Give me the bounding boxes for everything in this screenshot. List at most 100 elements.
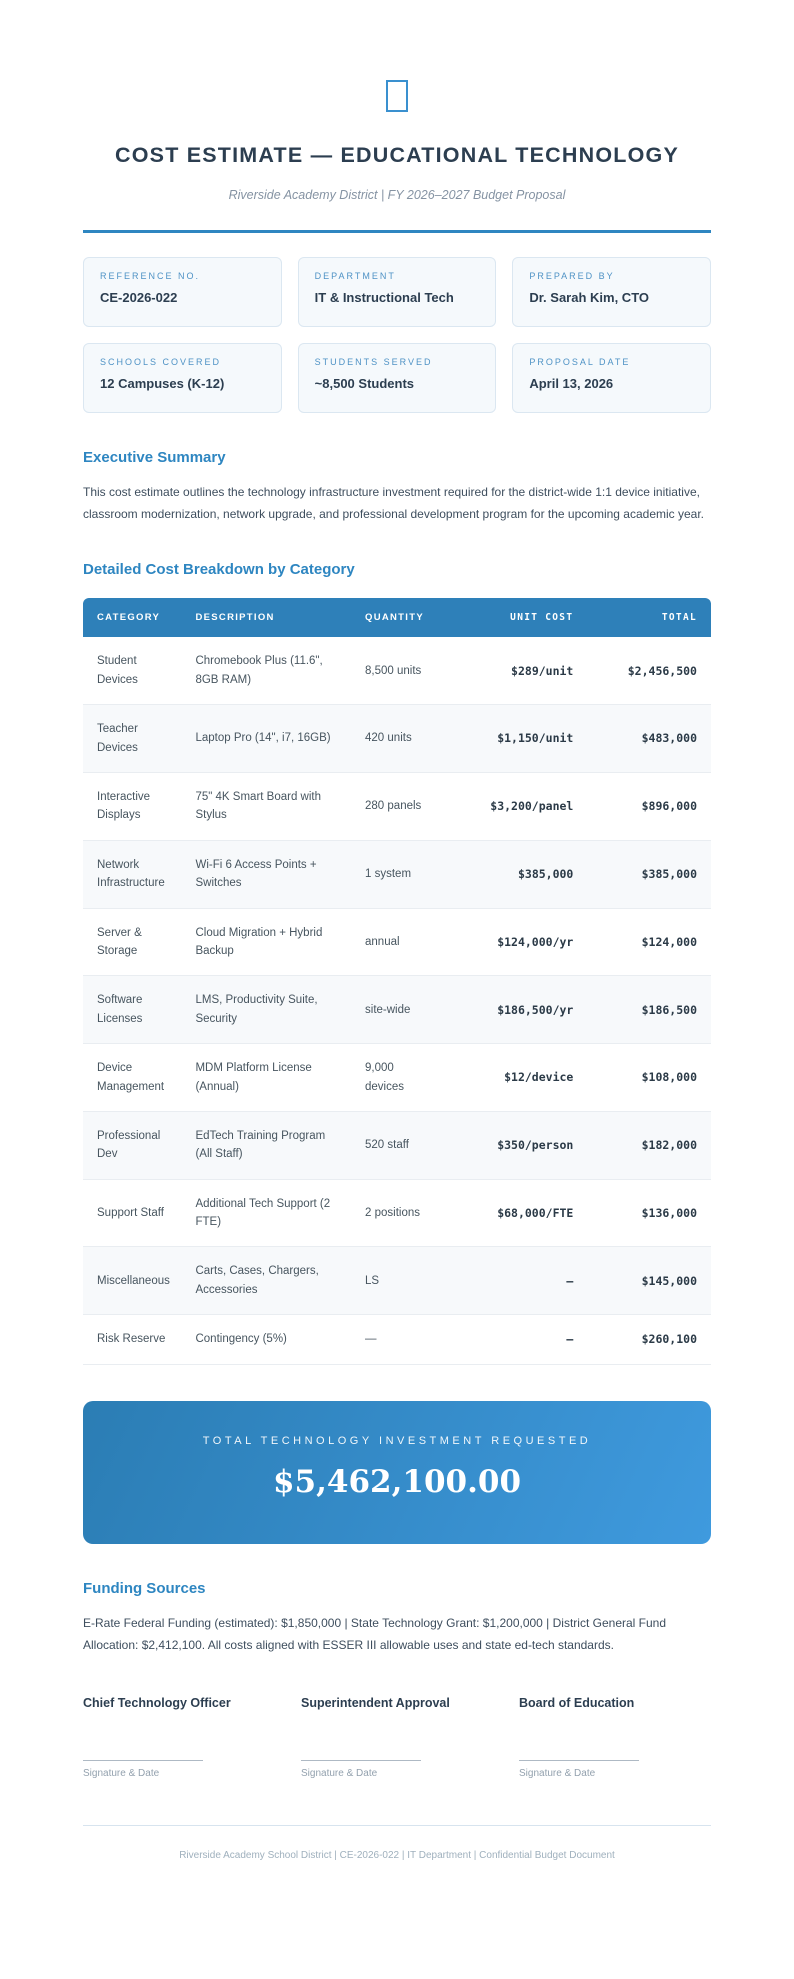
- info-card: REFERENCE NO. CE-2026-022: [83, 256, 282, 327]
- cost-breakdown-table: CATEGORY DESCRIPTION QUANTITY UNIT COST …: [83, 598, 711, 1365]
- row-total: $483,000: [585, 705, 711, 773]
- info-card-label: PROPOSAL DATE: [529, 356, 631, 367]
- document-footer: Riverside Academy School District | CE-2…: [83, 1825, 711, 1861]
- table-row: Miscellaneous Carts, Cases, Chargers, Ac…: [83, 1247, 711, 1316]
- info-card-value: IT & Instructional Tech: [314, 289, 454, 305]
- document-glyph-icon: [386, 80, 408, 112]
- row-category: Interactive Displays: [83, 773, 184, 841]
- row-category: Server & Storage: [83, 909, 184, 977]
- row-total: $136,000: [585, 1180, 711, 1248]
- info-card: SCHOOLS COVERED 12 Campuses (K-12): [83, 342, 282, 414]
- table-header: CATEGORY DESCRIPTION QUANTITY UNIT COST …: [83, 598, 711, 638]
- row-description: Additional Tech Support (2 FTE): [183, 1180, 354, 1248]
- column-header-unit-cost: UNIT COST: [440, 598, 586, 638]
- row-quantity: annual: [353, 909, 441, 977]
- table-row: Server & Storage Cloud Migration + Hybri…: [83, 909, 711, 977]
- row-unit-cost: $124,000/yr: [440, 909, 586, 977]
- row-total: $182,000: [585, 1111, 711, 1180]
- info-card-value: April 13, 2026: [529, 375, 614, 391]
- row-total: $2,456,500: [585, 637, 711, 706]
- signature-block: Superintendent Approval Signature & Date: [301, 1696, 493, 1779]
- row-total: $385,000: [585, 840, 711, 909]
- signature-line: [83, 1760, 203, 1761]
- table-row: Software Licenses LMS, Productivity Suit…: [83, 976, 711, 1045]
- info-card: PREPARED BY Dr. Sarah Kim, CTO: [512, 256, 711, 327]
- row-unit-cost: –: [440, 1315, 586, 1365]
- signature-line: [301, 1760, 421, 1761]
- table-row: Professional Dev EdTech Training Program…: [83, 1111, 711, 1180]
- info-card-label: REFERENCE NO.: [100, 270, 201, 281]
- row-category: Teacher Devices: [83, 705, 184, 773]
- table-row: Interactive Displays 75" 4K Smart Board …: [83, 773, 711, 841]
- row-description: 75" 4K Smart Board with Stylus: [183, 773, 354, 841]
- signature-caption: Signature & Date: [301, 1768, 378, 1779]
- info-card-value: ~8,500 Students: [314, 375, 415, 391]
- column-header-category: CATEGORY: [83, 598, 184, 638]
- info-card: STUDENTS SERVED ~8,500 Students: [297, 342, 497, 414]
- row-total: $124,000: [585, 909, 711, 977]
- column-header-description: DESCRIPTION: [183, 598, 354, 638]
- row-description: Carts, Cases, Chargers, Accessories: [183, 1247, 354, 1316]
- info-card: PROPOSAL DATE April 13, 2026: [512, 342, 711, 414]
- info-card-value: Dr. Sarah Kim, CTO: [529, 289, 650, 305]
- row-unit-cost: $350/person: [440, 1111, 586, 1180]
- row-quantity: 420 units: [353, 705, 441, 773]
- row-description: Contingency (5%): [183, 1315, 354, 1365]
- table-row: Risk Reserve Contingency (5%) — – $260,1…: [83, 1315, 711, 1365]
- row-category: Device Management: [83, 1044, 184, 1112]
- row-quantity: 2 positions: [353, 1180, 441, 1248]
- info-card: DEPARTMENT IT & Instructional Tech: [297, 256, 497, 327]
- row-description: Chromebook Plus (11.6", 8GB RAM): [183, 637, 354, 706]
- info-card-value: 12 Campuses (K-12): [100, 375, 225, 391]
- table-row: Teacher Devices Laptop Pro (14", i7, 16G…: [83, 705, 711, 773]
- row-unit-cost: $289/unit: [440, 637, 586, 706]
- info-card-grid: REFERENCE NO. CE-2026-022 DEPARTMENT IT & I…: [83, 256, 711, 414]
- document-page: COST ESTIMATE — EDUCATIONAL TECHNOLOGY R…: [83, 0, 711, 1931]
- row-unit-cost: $1,150/unit: [440, 705, 586, 773]
- row-quantity: 8,500 units: [353, 637, 441, 706]
- row-description: MDM Platform License (Annual): [183, 1044, 354, 1112]
- executive-summary-text: This cost estimate outlines the technolo…: [83, 485, 704, 522]
- info-card-label: SCHOOLS COVERED: [100, 356, 222, 367]
- row-unit-cost: –: [440, 1247, 586, 1316]
- row-category: Network Infrastructure: [83, 840, 184, 909]
- row-unit-cost: $12/device: [440, 1044, 586, 1112]
- row-total: $186,500: [585, 976, 711, 1045]
- row-category: Professional Dev: [83, 1111, 184, 1180]
- row-quantity: 1 system: [353, 840, 441, 909]
- row-category: Student Devices: [83, 637, 184, 706]
- info-card-value: CE-2026-022: [100, 289, 178, 305]
- total-banner-amount: $5,462,100.00: [272, 1463, 522, 1500]
- cost-breakdown-heading: Detailed Cost Breakdown by Category: [83, 561, 355, 579]
- row-total: $108,000: [585, 1044, 711, 1112]
- row-description: Cloud Migration + Hybrid Backup: [183, 909, 354, 977]
- table-row: Student Devices Chromebook Plus (11.6", …: [83, 637, 711, 706]
- info-card-label: STUDENTS SERVED: [314, 356, 433, 367]
- signature-line: [519, 1760, 639, 1761]
- info-card-label: DEPARTMENT: [314, 270, 396, 281]
- signature-title: Chief Technology Officer: [83, 1696, 231, 1710]
- row-quantity: 280 panels: [353, 773, 441, 841]
- accent-divider: [83, 229, 711, 233]
- table-row: Device Management MDM Platform License (…: [83, 1044, 711, 1112]
- row-unit-cost: $186,500/yr: [440, 976, 586, 1045]
- row-description: LMS, Productivity Suite, Security: [183, 976, 354, 1045]
- row-total: $260,100: [585, 1315, 711, 1365]
- signature-title: Board of Education: [519, 1696, 635, 1710]
- column-header-total: TOTAL: [585, 598, 711, 638]
- signature-caption: Signature & Date: [83, 1768, 160, 1779]
- signature-block: Chief Technology Officer Signature & Dat…: [83, 1696, 275, 1779]
- row-category: Risk Reserve: [83, 1315, 184, 1365]
- total-banner-label: TOTAL TECHNOLOGY INVESTMENT REQUESTED: [202, 1434, 592, 1447]
- table-row: Network Infrastructure Wi-Fi 6 Access Po…: [83, 840, 711, 909]
- row-unit-cost: $3,200/panel: [440, 773, 586, 841]
- executive-summary-heading: Executive Summary: [83, 449, 226, 467]
- signature-grid: Chief Technology Officer Signature & Dat…: [83, 1696, 711, 1779]
- table-row: Support Staff Additional Tech Support (2…: [83, 1180, 711, 1248]
- row-category: Support Staff: [83, 1180, 184, 1248]
- row-category: Miscellaneous: [83, 1247, 184, 1316]
- funding-sources-heading: Funding Sources: [83, 1579, 206, 1597]
- page-title: COST ESTIMATE — EDUCATIONAL TECHNOLOGY: [115, 143, 679, 167]
- row-description: EdTech Training Program (All Staff): [183, 1111, 354, 1180]
- info-card-label: PREPARED BY: [529, 270, 615, 281]
